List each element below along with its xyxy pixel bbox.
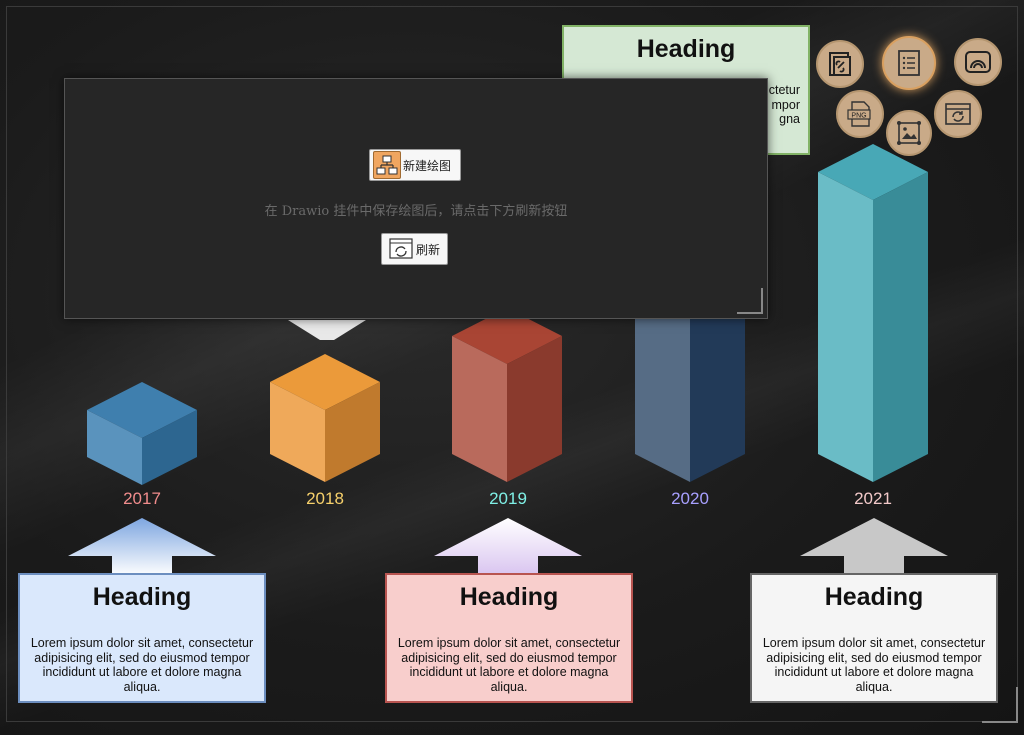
- card-heading: Heading: [459, 583, 559, 611]
- card-body-fragment: gna: [779, 112, 800, 126]
- arrow-up-2021: [800, 518, 948, 576]
- card-heading: Heading: [824, 583, 924, 611]
- year-label-2018: 2018: [306, 489, 344, 508]
- new-drawing-button[interactable]: 新建绘图: [369, 149, 461, 181]
- year-label-2019: 2019: [489, 489, 527, 508]
- refresh-window-icon[interactable]: [934, 90, 982, 138]
- heading-card-2019[interactable]: Heading Lorem ipsum dolor sit amet, cons…: [385, 573, 633, 703]
- dialog-resize-handle[interactable]: [737, 288, 763, 314]
- drawio-widget-dialog: 新建绘图 在 Drawio 挂件中保存绘图后，请点击下方刷新按钮 刷新: [64, 78, 768, 319]
- widget-resize-handle[interactable]: [982, 687, 1018, 723]
- link-copy-icon[interactable]: [816, 40, 864, 88]
- save-hint-text: 在 Drawio 挂件中保存绘图后，请点击下方刷新按钮: [264, 204, 568, 219]
- refresh-icon: [388, 237, 414, 261]
- list-icon[interactable]: [882, 36, 936, 90]
- year-label-2017: 2017: [123, 489, 161, 508]
- new-drawing-label: 新建绘图: [403, 158, 452, 173]
- png-export-icon[interactable]: PNG: [836, 90, 884, 138]
- year-label-2020: 2020: [671, 489, 709, 508]
- image-edit-icon[interactable]: [886, 110, 932, 156]
- bar-2021[interactable]: [818, 144, 928, 482]
- png-label: PNG: [851, 113, 866, 120]
- card-body: Lorem ipsum dolor sit amet, consectetur …: [30, 636, 254, 694]
- diagram-icon: [373, 151, 401, 179]
- card-heading: Heading: [92, 583, 192, 611]
- year-label-2021: 2021: [854, 489, 892, 508]
- card-body: Lorem ipsum dolor sit amet, consectetur …: [397, 636, 621, 694]
- widget-frame: [6, 6, 1018, 722]
- card-body-fragment: mpor: [771, 97, 800, 112]
- card-heading: Heading: [636, 35, 736, 63]
- heading-card-2017[interactable]: Heading Lorem ipsum dolor sit amet, cons…: [18, 573, 266, 703]
- card-body-fragment: ctetur: [768, 83, 800, 97]
- cube-2017[interactable]: [87, 382, 197, 485]
- arrow-down-2018: [288, 320, 366, 340]
- cube-2018[interactable]: [270, 354, 380, 482]
- arrow-up-2019: [434, 518, 582, 576]
- bar-2019[interactable]: [452, 308, 562, 482]
- card-body: Lorem ipsum dolor sit amet, consectetur …: [762, 636, 986, 694]
- refresh-label: 刷新: [416, 242, 441, 257]
- arrow-up-2017: [68, 518, 216, 576]
- gauge-icon[interactable]: [954, 38, 1002, 86]
- heading-card-2021[interactable]: Heading Lorem ipsum dolor sit amet, cons…: [750, 573, 998, 703]
- refresh-button[interactable]: 刷新: [381, 233, 448, 265]
